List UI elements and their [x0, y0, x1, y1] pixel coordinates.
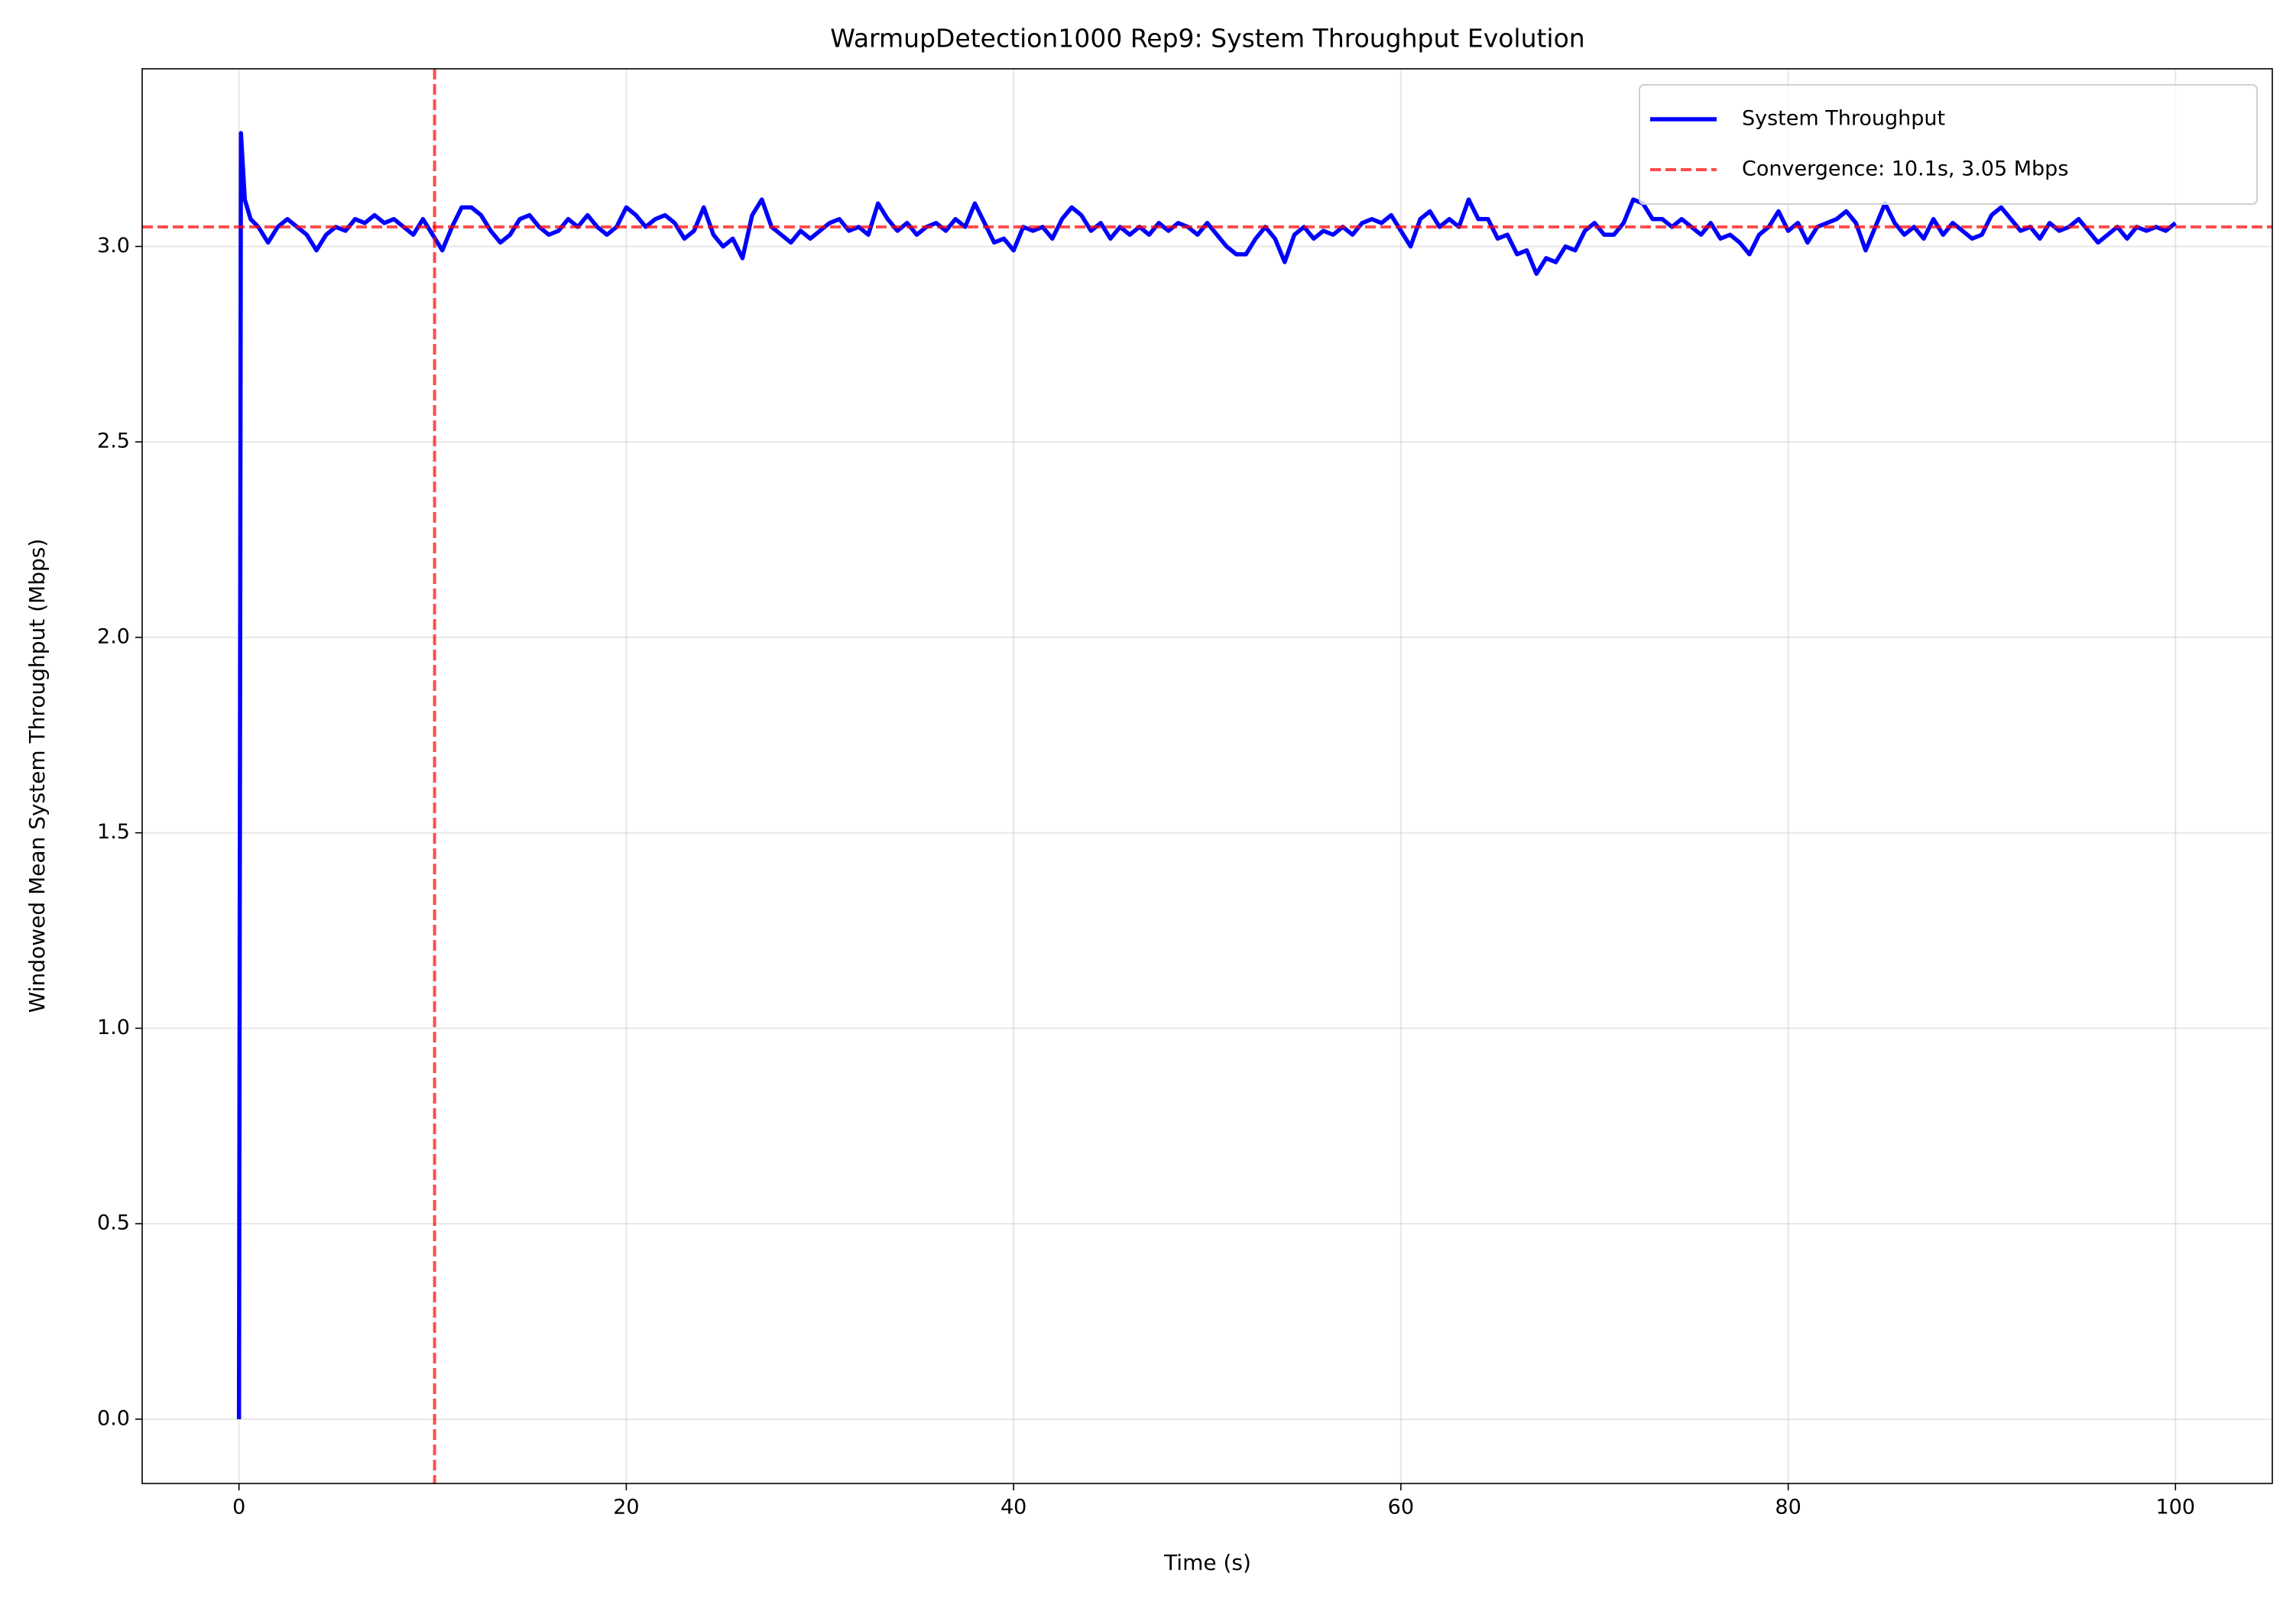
y-tick-label: 0.0	[97, 1406, 130, 1430]
plot-frame	[141, 68, 2273, 1484]
y-tick-label: 2.5	[97, 430, 130, 453]
x-tick-label: 40	[1000, 1496, 1026, 1519]
x-tick-label: 80	[1775, 1496, 1801, 1519]
x-tick-label: 60	[1388, 1496, 1414, 1519]
x-tick-label: 0	[232, 1496, 245, 1519]
x-tick-label: 20	[613, 1496, 639, 1519]
x-tick-label: 100	[2156, 1496, 2196, 1519]
y-tick-label: 2.0	[97, 624, 130, 648]
y-tick-label: 1.5	[97, 820, 130, 844]
legend-box	[1639, 84, 2258, 205]
y-tick-label: 1.0	[97, 1016, 130, 1039]
data-line	[236, 131, 2178, 1419]
y-tick-label: 0.5	[97, 1211, 130, 1235]
x-axis-label: Time (s)	[1163, 1550, 1251, 1575]
legend-label: Convergence: 10.1s, 3.05 Mbps	[1742, 157, 2068, 181]
chart-title: WarmupDetection1000 Rep9: System Through…	[830, 24, 1584, 54]
legend-label: System Throughput	[1742, 107, 1945, 131]
y-axis-label: Windowed Mean System Throughput (Mbps)	[24, 539, 50, 1013]
y-tick-label: 3.0	[97, 234, 130, 258]
